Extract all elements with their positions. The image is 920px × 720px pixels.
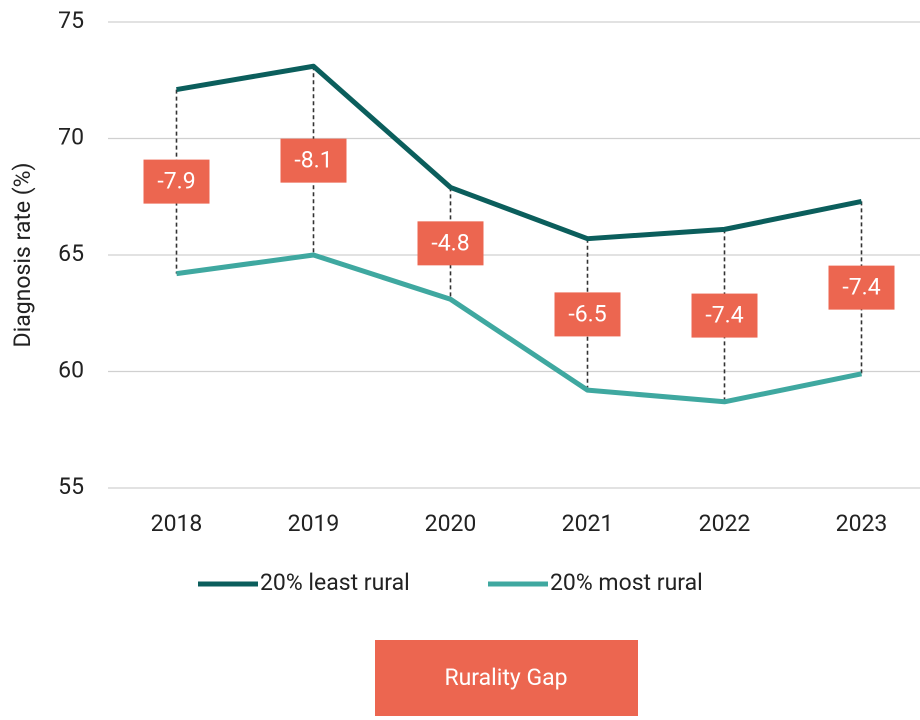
gap-label-box: [554, 292, 621, 337]
gap-label: -7.9: [157, 168, 195, 195]
series-line: [176, 63, 862, 242]
x-tick-label: 2023: [836, 510, 888, 537]
gap-label: -7.4: [705, 302, 743, 329]
legend-label: 20% least rural: [260, 569, 410, 596]
y-tick-label: 70: [58, 124, 84, 151]
x-tick-label: 2020: [425, 510, 477, 537]
x-tick-label: 2022: [699, 510, 751, 537]
gap-label: -7.4: [842, 274, 880, 301]
x-tick-label: 2021: [562, 510, 614, 537]
y-tick-label: 65: [58, 240, 84, 267]
gap-label: -8.1: [294, 147, 332, 174]
gap-label-box: [828, 265, 895, 310]
gap-label: -6.5: [568, 300, 606, 327]
x-tick-label: 2018: [151, 510, 203, 537]
y-axis-label: Diagnosis rate (%): [9, 163, 36, 348]
x-tick-label: 2019: [288, 510, 340, 537]
series-line: [176, 252, 862, 405]
gap-label: -4.8: [431, 229, 469, 256]
gap-legend-box: [375, 640, 638, 716]
gap-label-box: [691, 293, 758, 338]
gap-legend-label: Rurality Gap: [444, 664, 567, 691]
gap-label-box: [143, 159, 210, 204]
y-tick-label: 60: [58, 357, 84, 384]
gap-label-box: [417, 221, 484, 266]
legend-label: 20% most rural: [550, 569, 703, 596]
gap-label-box: [280, 138, 347, 183]
y-tick-label: 55: [58, 473, 84, 500]
y-tick-label: 75: [58, 7, 84, 34]
